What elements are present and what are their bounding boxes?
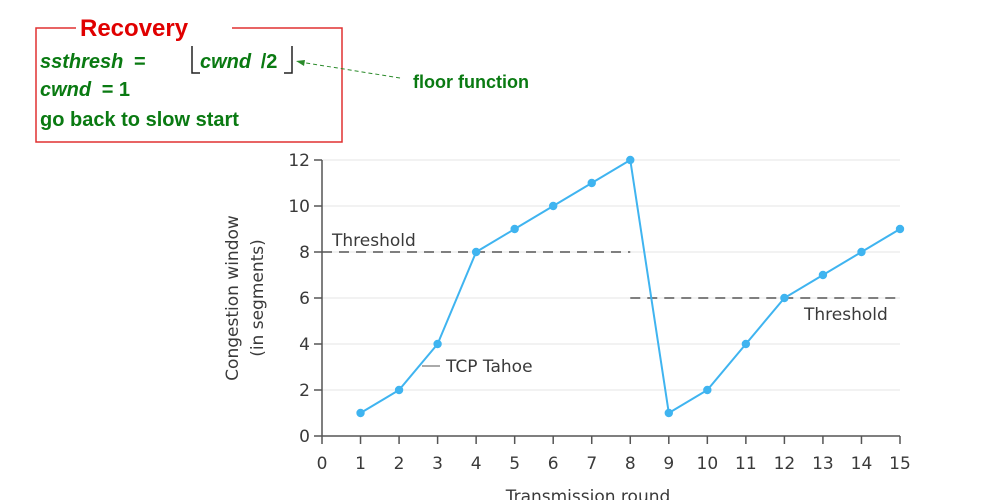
x-tick-label-2: 2 [394,454,405,474]
data-point-5 [510,224,519,234]
cwnd-value: = 1 [102,79,130,101]
data-point-4 [471,247,481,257]
y-axis-title: Congestion window [223,215,243,381]
x-tick-label-13: 13 [812,454,834,474]
data-point-7 [587,178,596,188]
floor-cwnd-var: cwnd [200,51,252,73]
tcp-tahoe-label: TCP Tahoe [445,357,533,377]
x-tick-label-7: 7 [586,454,597,474]
data-point-8 [626,155,635,165]
series-line-0 [360,158,901,415]
data-point-3 [433,339,442,349]
x-tick-label-11: 11 [735,454,757,474]
data-point-9 [664,408,673,418]
grid-lines [322,159,900,391]
recovery-line-ssthresh: ssthresh = [40,51,146,73]
y-tick-label-8: 8 [299,243,310,263]
threshold-lines [322,251,900,299]
recovery-box: Recovery ssthresh = cwnd /2 cwnd = 1 go … [35,15,343,143]
x-tick-label-5: 5 [509,454,520,474]
floor-bracket-left [191,46,200,74]
floor-function-pointer [299,61,401,79]
x-tick-label-4: 4 [471,454,482,474]
x-tick-label-3: 3 [432,454,443,474]
data-point-13 [818,270,828,280]
recovery-box-border [35,27,343,143]
floor-divide: /2 [261,51,278,73]
recovery-title: Recovery [80,15,189,42]
y-tick-label-4: 4 [299,335,310,355]
x-tick-label-1: 1 [355,454,366,474]
floor-function-arrowhead [296,60,305,66]
x-tick-label-10: 10 [697,454,719,474]
floor-function-label: floor function [413,72,529,92]
y-axis-subtitle: (in segments) [248,239,268,357]
x-tick-label-0: 0 [317,454,328,474]
x-tick-label-9: 9 [663,454,674,474]
data-point-6 [549,201,558,211]
y-tick-label-0: 0 [299,427,310,447]
x-tick-label-12: 12 [774,454,796,474]
data-point-12 [780,293,789,303]
threshold-label-upper: Threshold [331,231,416,251]
data-point-10 [703,385,712,395]
data-point-14 [857,247,866,257]
recovery-line-cwnd: cwnd = 1 [40,79,130,101]
data-point-2 [394,385,404,395]
floor-bracket-right [284,46,293,74]
x-tick-label-6: 6 [548,454,559,474]
y-tick-label-10: 10 [288,197,310,217]
x-tick-label-15: 15 [889,454,911,474]
floor-expression: cwnd /2 [200,51,277,73]
x-tick-label-8: 8 [625,454,636,474]
tcp-tahoe-series [356,155,905,418]
cwnd-var: cwnd [40,79,92,101]
y-tick-label-2: 2 [299,381,310,401]
data-point-1 [356,408,365,418]
y-tick-label-12: 12 [288,151,310,171]
ssthresh-var: ssthresh [40,51,123,73]
ssthresh-equals: = [134,51,146,73]
x-axis-title: Transmission round [505,487,671,500]
threshold-label-lower: Threshold [803,305,888,325]
x-tick-label-14: 14 [851,454,873,474]
recovery-line-slow-start: go back to slow start [40,109,239,131]
data-point-15 [895,224,905,234]
data-point-11 [741,339,751,349]
y-tick-label-6: 6 [299,289,310,309]
